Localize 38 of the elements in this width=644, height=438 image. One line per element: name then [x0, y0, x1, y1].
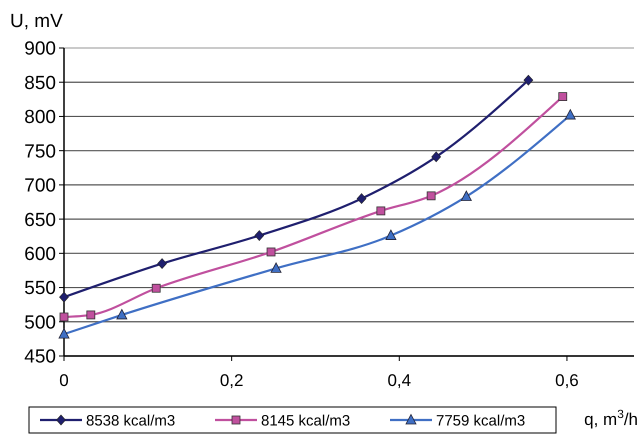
- point: [266, 248, 276, 256]
- y-tick-label: 550: [24, 278, 56, 300]
- y-tick-label: 600: [24, 244, 56, 265]
- y-tick-label: 500: [24, 312, 56, 334]
- point: [376, 206, 386, 216]
- x-tick-label: 0,6: [555, 371, 579, 390]
- point: [564, 109, 576, 120]
- point: [431, 152, 441, 162]
- point: [152, 284, 161, 293]
- x-tick-label: 0: [59, 371, 69, 390]
- point: [157, 258, 167, 269]
- point: [59, 292, 69, 302]
- y-tick-label: 850: [24, 72, 56, 94]
- point: [116, 309, 128, 320]
- legend-label: 7759 kcal/m3: [436, 412, 526, 430]
- y-tick-label: 800: [24, 107, 56, 128]
- point: [426, 191, 436, 200]
- point: [58, 328, 70, 338]
- y-tick-label: 750: [24, 141, 56, 162]
- x-tick-label: 0,2: [220, 371, 244, 390]
- y-tick-label: 450: [24, 346, 56, 368]
- point: [86, 310, 96, 320]
- point: [270, 262, 282, 273]
- y-tick-label: 700: [24, 176, 56, 197]
- y-tick-label: 650: [24, 210, 56, 231]
- legend-label: 8538 kcal/m3: [86, 412, 176, 430]
- point: [254, 230, 264, 241]
- x-axis-title: q, m$^{3}$/h: [584, 407, 638, 429]
- point: [558, 92, 568, 101]
- point: [524, 74, 534, 86]
- y-axis-title: U, mV: [10, 11, 64, 32]
- point: [460, 190, 472, 201]
- point: [386, 230, 396, 240]
- legend-label: 8145 kcal/m3: [261, 412, 350, 430]
- x-tick-label: 0,4: [387, 371, 412, 390]
- point: [356, 193, 366, 204]
- point: [60, 312, 68, 322]
- y-tick-label: 900: [24, 38, 56, 60]
